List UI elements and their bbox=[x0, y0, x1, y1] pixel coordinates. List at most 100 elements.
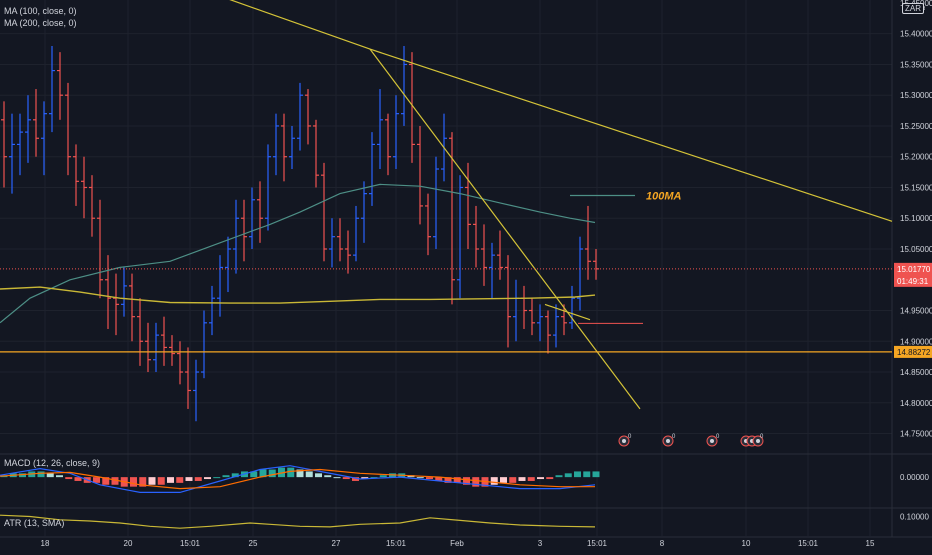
y-tick-label: 14.75000 bbox=[900, 430, 932, 439]
macd-histogram-bar bbox=[472, 477, 480, 487]
y-tick-label: 15.20000 bbox=[900, 153, 932, 162]
macd-histogram-bar bbox=[490, 477, 498, 485]
x-tick-label: 15:01 bbox=[180, 539, 201, 548]
event-marker bbox=[706, 435, 718, 447]
y-tick-label: 15.30000 bbox=[900, 91, 932, 100]
macd-histogram-bar bbox=[537, 477, 544, 480]
macd-histogram-bar bbox=[231, 473, 239, 478]
event-marker-count: 0 bbox=[760, 434, 764, 440]
ohlc-bar bbox=[137, 298, 143, 366]
current-price-label: 15.01770 bbox=[897, 265, 931, 274]
macd-histogram-bar bbox=[222, 475, 230, 478]
ohlc-bar bbox=[537, 304, 543, 342]
event-marker bbox=[752, 435, 764, 447]
event-marker-count: 0 bbox=[672, 434, 676, 440]
macd-histogram-bar bbox=[278, 467, 285, 478]
trendline-steep bbox=[369, 48, 641, 410]
ohlc-bar bbox=[105, 255, 111, 329]
ohlc-bar bbox=[73, 144, 79, 206]
ma100-line bbox=[0, 183, 596, 324]
atr-legend[interactable]: ATR (13, SMA) bbox=[4, 518, 65, 528]
macd-histogram-bar bbox=[185, 477, 193, 481]
ohlc-bar bbox=[153, 322, 159, 373]
macd-line bbox=[0, 465, 596, 493]
ohlc-bar bbox=[257, 181, 263, 243]
x-tick-label: 27 bbox=[332, 539, 341, 548]
macd-histogram-bar bbox=[416, 477, 424, 479]
macd-histogram-bar bbox=[435, 477, 443, 481]
ma100-legend[interactable]: MA (100, close, 0) bbox=[4, 6, 77, 16]
ohlc-bar bbox=[465, 162, 471, 249]
macd-histogram-bar bbox=[56, 475, 63, 478]
macd-histogram-bar bbox=[259, 469, 267, 478]
macd-histogram-bar bbox=[194, 477, 202, 481]
ohlc-bar bbox=[553, 304, 559, 348]
macd-histogram-bar bbox=[361, 477, 369, 480]
ohlc-bar bbox=[41, 101, 47, 176]
macd-histogram-bar bbox=[130, 477, 137, 487]
ohlc-bar bbox=[209, 285, 215, 336]
countdown-label: 01:49:31 bbox=[897, 277, 929, 286]
macd-histogram-bar bbox=[19, 473, 26, 478]
ma200-line bbox=[0, 286, 596, 304]
ohlc-bar bbox=[297, 82, 303, 151]
macd-histogram-bar bbox=[93, 477, 100, 483]
macd-histogram-bar bbox=[102, 477, 110, 485]
ohlc-bar bbox=[289, 125, 295, 170]
ohlc-bar bbox=[433, 156, 439, 249]
atr-line bbox=[0, 514, 596, 529]
ohlc-bar bbox=[337, 218, 343, 262]
ohlc-bar bbox=[241, 199, 247, 262]
macd-histogram-bar bbox=[139, 477, 147, 487]
x-tick-label: 3 bbox=[538, 539, 543, 548]
current-price-tag bbox=[894, 262, 932, 287]
ohlc-bar bbox=[185, 347, 191, 409]
ohlc-bar bbox=[361, 181, 367, 243]
macd-histogram-bar bbox=[296, 469, 304, 478]
x-tick-label: 8 bbox=[660, 539, 665, 548]
macd-histogram-bar bbox=[583, 471, 591, 478]
ohlc-bar bbox=[409, 52, 415, 163]
macd-histogram-bar bbox=[213, 477, 221, 479]
ohlc-bar bbox=[65, 82, 71, 176]
ohlc-bar bbox=[345, 230, 351, 274]
ohlc-bar bbox=[329, 218, 335, 268]
macd-histogram-bar bbox=[463, 477, 470, 485]
ohlc-bar bbox=[97, 199, 103, 299]
macd-histogram-bar bbox=[46, 473, 54, 478]
y-tick-label: 15.25000 bbox=[900, 122, 932, 131]
ohlc-bar bbox=[169, 335, 175, 366]
ohlc-bar bbox=[353, 205, 359, 262]
ohlc-bar bbox=[529, 298, 535, 336]
ohlc-bar bbox=[449, 132, 455, 305]
ohlc-bar bbox=[473, 205, 479, 268]
macd-histogram-bar bbox=[65, 477, 73, 480]
macd-histogram-bar bbox=[74, 477, 82, 481]
ohlc-bar bbox=[161, 316, 167, 366]
ohlc-bar bbox=[25, 95, 31, 163]
x-tick-label: 15:01 bbox=[798, 539, 819, 548]
macd-histogram-bar bbox=[342, 477, 350, 480]
ohlc-bar bbox=[265, 144, 271, 231]
macd-histogram-bar bbox=[268, 469, 276, 478]
ohlc-bar bbox=[369, 132, 375, 206]
macd-histogram-bar bbox=[444, 477, 452, 483]
macd-legend[interactable]: MACD (12, 26, close, 9) bbox=[4, 458, 101, 468]
support-price-tag bbox=[894, 345, 932, 358]
x-tick-label: 25 bbox=[249, 539, 258, 548]
ohlc-bar bbox=[89, 175, 95, 237]
macd-histogram-bar bbox=[546, 477, 554, 480]
event-marker-dot bbox=[666, 439, 670, 443]
ohlc-bar bbox=[129, 273, 135, 342]
trendline-short bbox=[544, 303, 591, 321]
ma200-legend[interactable]: MA (200, close, 0) bbox=[4, 18, 77, 28]
ohlc-bar bbox=[1, 101, 7, 188]
currency-unit-badge[interactable]: ZAR bbox=[902, 3, 924, 14]
event-marker bbox=[662, 435, 674, 447]
macd-histogram-bar bbox=[176, 477, 184, 483]
ohlc-bar bbox=[33, 89, 39, 157]
ohlc-bar bbox=[273, 113, 279, 176]
event-marker-dot bbox=[710, 439, 714, 443]
